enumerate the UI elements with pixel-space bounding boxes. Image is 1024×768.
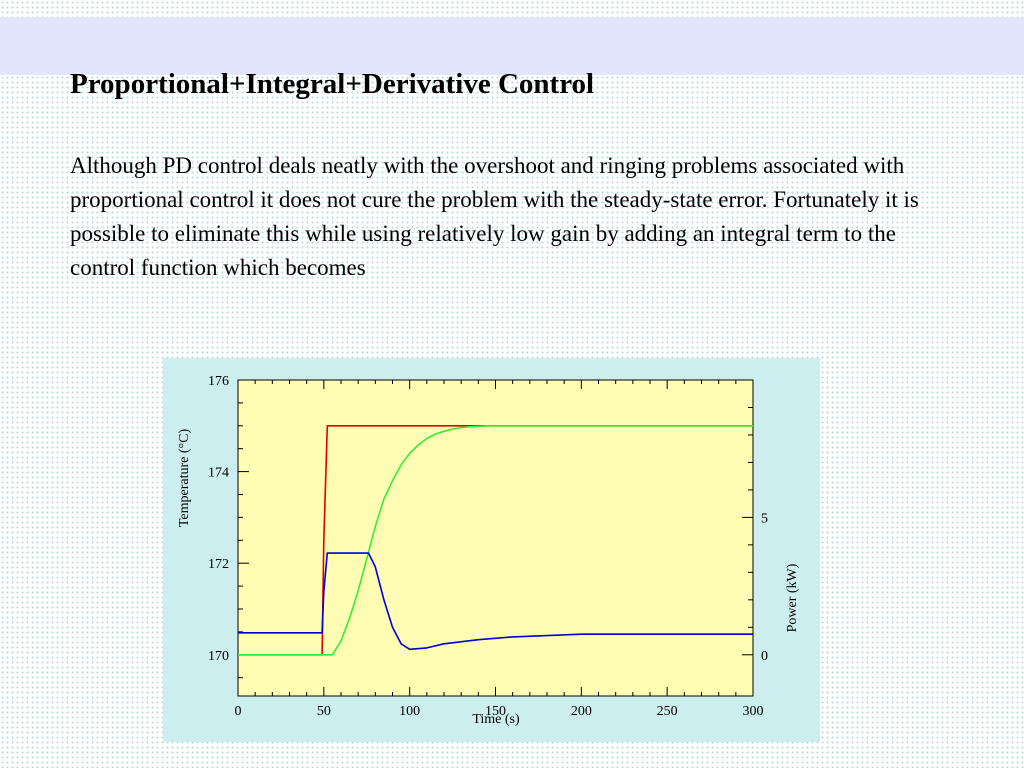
y-axis-temperature: 170 172 174 176 — [208, 374, 249, 679]
y-axis-label: Temperature (°C) — [177, 429, 192, 528]
x-tick-label: 50 — [317, 704, 331, 719]
series-line-power — [238, 552, 753, 651]
x-tick-label: 100 — [399, 704, 420, 719]
slide-title: Proportional+Integral+Derivative Control — [70, 68, 595, 100]
y-tick-label: 174 — [208, 466, 229, 481]
series-layer — [238, 425, 753, 656]
x-tick-label: 250 — [657, 704, 678, 719]
x-tick-label: 300 — [743, 704, 764, 719]
x-axis: 0 50 100 150 200 250 300 — [235, 380, 764, 719]
y2-axis-label: Power (kW) — [785, 563, 800, 632]
y2-tick-label: 5 — [761, 511, 768, 526]
y-tick-label: 172 — [208, 557, 229, 572]
body-paragraph: Although PD control deals neatly with th… — [70, 153, 919, 280]
y-tick-label: 170 — [208, 649, 229, 664]
y-tick-label: 176 — [208, 374, 229, 389]
y-axis-power: 05 — [742, 406, 768, 664]
title-band — [0, 17, 1024, 75]
plot-area — [237, 379, 754, 697]
x-tick-label: 150 — [485, 704, 506, 719]
series-line-temperature — [238, 425, 753, 656]
x-axis-label: Time (s) — [472, 712, 520, 727]
x-tick-label: 0 — [235, 704, 242, 719]
x-tick-label: 200 — [571, 704, 592, 719]
y2-tick-label: 0 — [761, 649, 768, 664]
